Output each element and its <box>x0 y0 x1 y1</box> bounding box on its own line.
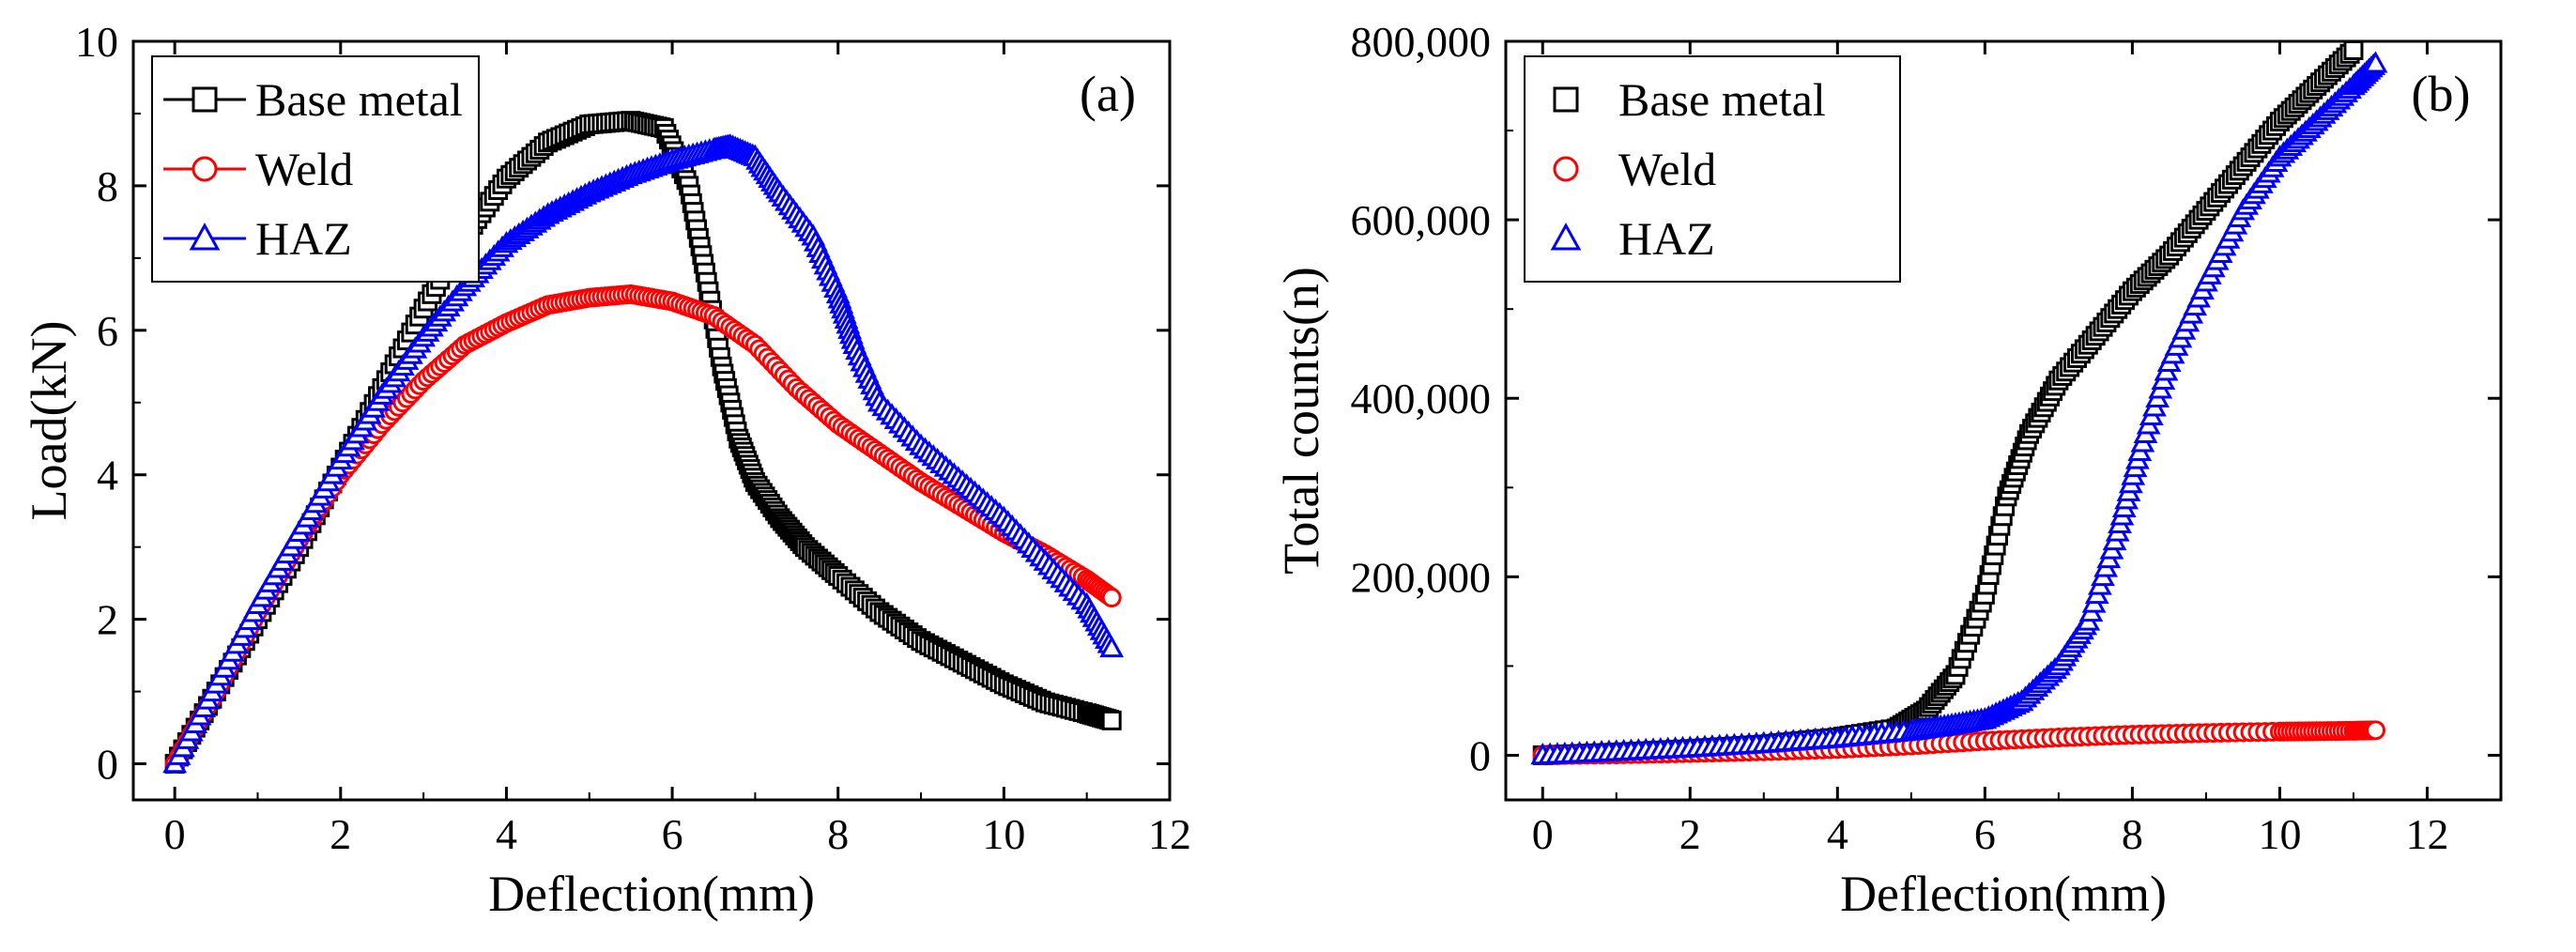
legend-label: Base metal <box>255 73 463 126</box>
chart-a: 0 2 4 6 8 10 12 0 2 4 6 8 10 Deflection(mm) Load(kN) (a… <box>21 18 1191 922</box>
data-point <box>2366 720 2386 741</box>
x-tick-label: 6 <box>1974 810 1996 858</box>
x-tick-label: 8 <box>827 810 849 858</box>
legend-marker <box>192 86 218 113</box>
y-axis-title: Load(kN) <box>21 321 77 521</box>
data-point <box>1099 635 1125 658</box>
x-tick-label: 0 <box>164 810 186 858</box>
legend-marker <box>1553 156 1579 182</box>
x-tick-label: 12 <box>2405 810 2448 858</box>
y-tick-label: 10 <box>75 18 118 66</box>
x-axis-title: Deflection(mm) <box>488 866 815 922</box>
y-tick-label: 6 <box>97 307 118 355</box>
x-tick-label: 12 <box>1148 810 1191 858</box>
y-tick-label: 200,000 <box>1351 553 1492 601</box>
legend-label: HAZ <box>1618 212 1715 265</box>
y-tick-label: 4 <box>97 452 118 499</box>
legend-box <box>1524 55 1901 283</box>
x-tick-label: 2 <box>330 810 351 858</box>
series-haz <box>1530 51 2388 765</box>
y-tick-label: 400,000 <box>1351 375 1492 422</box>
legend-label: Base metal <box>1618 73 1826 126</box>
legend-marker <box>1550 223 1582 251</box>
plot-frame <box>131 39 1172 802</box>
data-point <box>1101 710 1122 730</box>
x-tick-label: 4 <box>1827 810 1848 858</box>
data-point <box>2343 40 2364 61</box>
y-tick-label: 800,000 <box>1351 18 1492 66</box>
x-tick-label: 10 <box>982 810 1025 858</box>
x-tick-label: 8 <box>2122 810 2143 858</box>
y-tick-label: 600,000 <box>1351 196 1492 244</box>
x-tick-label: 2 <box>1679 810 1701 858</box>
x-axis-title: Deflection(mm) <box>1840 866 2167 922</box>
panel-label: (a) <box>1080 66 1136 122</box>
legend-marker <box>1553 86 1579 113</box>
legend-label: Weld <box>255 143 353 195</box>
y-axis-title: Total counts(n) <box>1273 267 1329 575</box>
x-tick-label: 10 <box>2258 810 2301 858</box>
y-tick-label: 0 <box>1469 731 1491 779</box>
y-tick-label: 0 <box>97 741 118 789</box>
data-point <box>2363 51 2388 73</box>
legend-marker <box>192 156 218 182</box>
legend-label: HAZ <box>255 212 352 265</box>
data-point <box>1101 588 1122 608</box>
legend-label: Weld <box>1618 143 1716 195</box>
plot-frame <box>1504 39 2503 802</box>
panel-label: (b) <box>2412 66 2471 122</box>
series-haz <box>162 133 1125 774</box>
legend-marker <box>189 223 221 251</box>
x-tick-label: 4 <box>496 810 517 858</box>
chart-b: 0 2 4 6 8 10 12 0 200,000 400,000 600,000 800,000 De… <box>1273 18 2503 922</box>
x-tick-label: 6 <box>662 810 683 858</box>
y-tick-label: 8 <box>97 162 118 210</box>
y-tick-label: 2 <box>97 596 118 644</box>
x-tick-label: 0 <box>1532 810 1554 858</box>
